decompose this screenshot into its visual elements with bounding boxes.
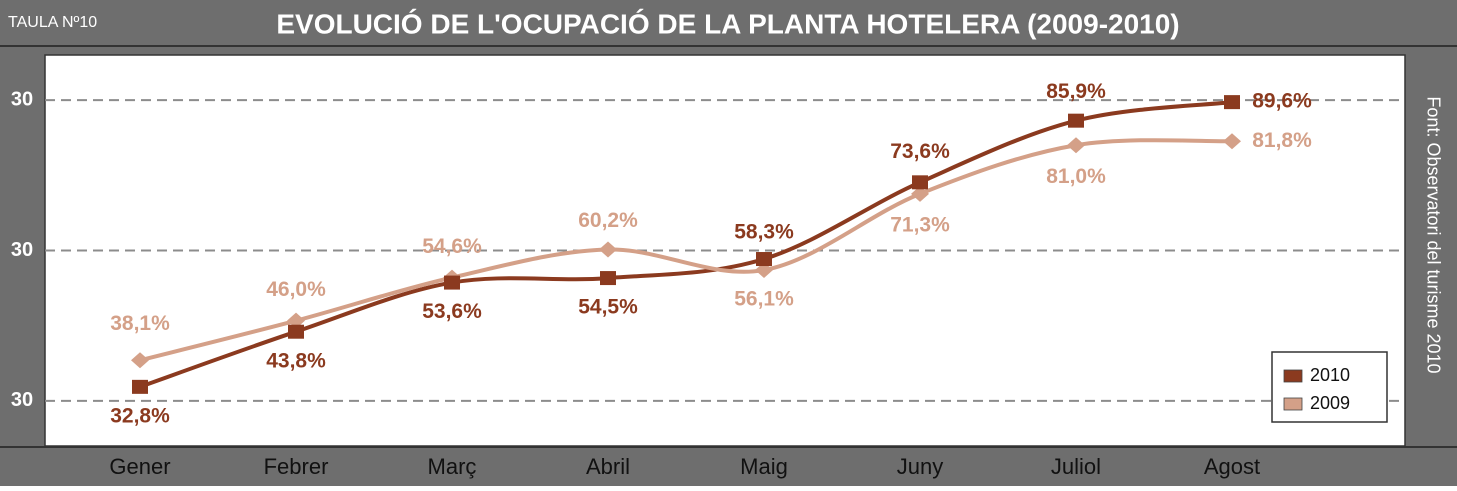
marker <box>911 185 929 202</box>
x-tick-label: Abril <box>586 454 630 479</box>
data-label: 60,2% <box>578 209 638 232</box>
x-tick-label: Maig <box>740 454 788 479</box>
data-label: 81,0% <box>1046 165 1106 188</box>
marker <box>1223 133 1241 150</box>
marker <box>600 271 616 286</box>
marker <box>1224 95 1240 110</box>
y-tick-label: 30 <box>11 239 33 261</box>
data-label: 46,0% <box>266 278 326 301</box>
table-label: TAULA Nº10 <box>8 14 97 31</box>
data-label: 89,6% <box>1252 90 1312 113</box>
data-label: 43,8% <box>266 349 326 372</box>
data-label: 54,5% <box>578 296 638 319</box>
marker <box>912 175 928 190</box>
x-tick-label: Juliol <box>1051 454 1101 479</box>
marker <box>755 262 773 279</box>
legend-swatch <box>1283 369 1303 383</box>
data-label: 32,8% <box>110 404 170 427</box>
data-label: 85,9% <box>1046 80 1106 103</box>
marker <box>288 324 304 339</box>
data-label: 81,8% <box>1252 129 1312 152</box>
marker <box>599 241 617 258</box>
line <box>139 100 1233 389</box>
line <box>139 138 1233 363</box>
data-label: 71,3% <box>890 213 950 236</box>
x-tick-label: Gener <box>109 454 170 479</box>
data-label: 54,6% <box>422 235 482 258</box>
x-tick-label: Febrer <box>264 454 329 479</box>
y-tick-label: 30 <box>11 88 33 110</box>
data-label: 56,1% <box>734 288 794 311</box>
marker <box>131 352 149 369</box>
x-tick-label: Juny <box>897 454 943 479</box>
x-tick-label: Agost <box>1204 454 1260 479</box>
chart-title: EVOLUCIÓ DE L'OCUPACIÓ DE LA PLANTA HOTE… <box>276 8 1179 39</box>
marker <box>132 379 148 394</box>
data-label: 38,1% <box>110 312 170 335</box>
marker <box>756 252 772 267</box>
legend-label: 2010 <box>1310 365 1350 385</box>
data-label: 53,6% <box>422 300 482 323</box>
x-tick-label: Març <box>428 454 477 479</box>
source: Font: Observatori del turisme 2010 <box>1423 96 1443 373</box>
data-label: 58,3% <box>734 221 794 244</box>
legend-label: 2009 <box>1310 393 1350 413</box>
data-label: 73,6% <box>890 140 950 163</box>
marker <box>444 275 460 290</box>
marker <box>1067 137 1085 154</box>
y-tick-label: 30 <box>11 389 33 411</box>
marker <box>1068 113 1084 128</box>
marker <box>287 312 305 329</box>
legend-swatch <box>1283 397 1303 411</box>
